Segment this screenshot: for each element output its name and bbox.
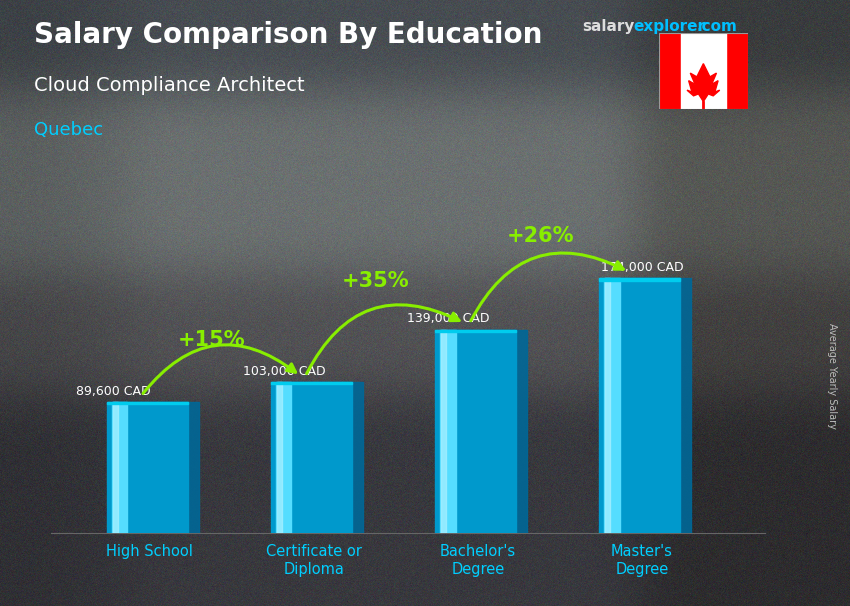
Bar	[659, 33, 681, 109]
Bar	[441, 330, 446, 533]
Bar	[599, 278, 680, 281]
Bar	[726, 33, 748, 109]
Bar	[442, 330, 527, 533]
Text: +26%: +26%	[507, 225, 574, 245]
Bar	[435, 330, 516, 533]
Text: 103,000 CAD: 103,000 CAD	[243, 365, 326, 378]
Bar	[440, 330, 456, 533]
FancyArrowPatch shape	[307, 305, 459, 373]
Text: .com: .com	[697, 19, 738, 35]
Bar	[606, 278, 691, 533]
Bar	[435, 330, 516, 332]
Bar	[276, 382, 292, 533]
Text: 174,000 CAD: 174,000 CAD	[601, 261, 683, 274]
Bar	[107, 402, 188, 404]
Bar	[107, 402, 188, 533]
Bar	[277, 382, 282, 533]
Bar	[113, 402, 118, 533]
Bar	[604, 278, 620, 533]
Text: 139,000 CAD: 139,000 CAD	[407, 313, 490, 325]
FancyArrowPatch shape	[471, 253, 623, 321]
Bar	[599, 278, 680, 533]
Text: Average Yearly Salary: Average Yearly Salary	[827, 323, 837, 428]
Bar	[113, 402, 199, 533]
Bar	[271, 382, 352, 533]
Text: Quebec: Quebec	[34, 121, 103, 139]
Bar	[277, 382, 363, 533]
Text: 89,600 CAD: 89,600 CAD	[76, 385, 150, 398]
Text: explorer: explorer	[633, 19, 706, 35]
Text: +15%: +15%	[178, 330, 246, 350]
Polygon shape	[687, 64, 720, 102]
Text: Cloud Compliance Architect: Cloud Compliance Architect	[34, 76, 304, 95]
Bar	[605, 278, 610, 533]
Text: Salary Comparison By Education: Salary Comparison By Education	[34, 21, 542, 49]
Text: +35%: +35%	[343, 271, 410, 291]
Bar	[112, 402, 128, 533]
Bar	[271, 382, 352, 384]
Text: salary: salary	[582, 19, 635, 35]
Bar	[681, 33, 726, 109]
FancyArrowPatch shape	[143, 345, 296, 393]
